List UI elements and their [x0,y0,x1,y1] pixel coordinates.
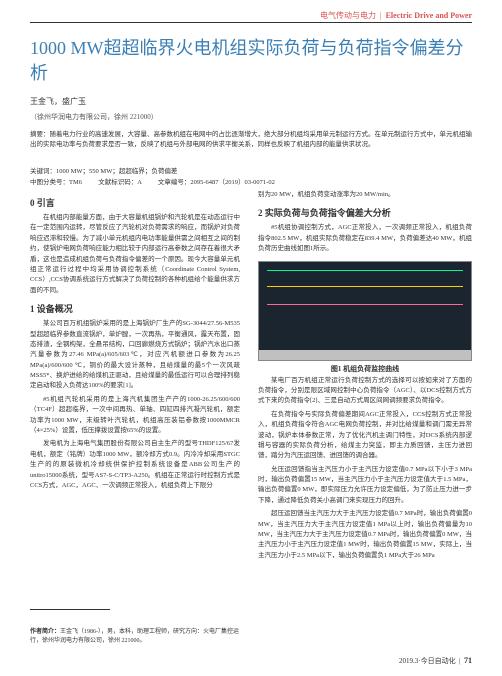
figure1: 图1 机组负荷监控曲线 [258,261,472,374]
abstract-block: 摘要：随着电力行业的高速发展，大容量、高参数机组在电网中的占比逐渐增大，绝大部分… [30,130,472,150]
abstract-label: 摘要： [30,131,50,138]
figure1-trace-green [267,270,463,271]
cn-class-value: TM6 [69,179,82,186]
header-divider [30,22,472,23]
section2-heading: 2 实际负荷与负荷指令偏差大分析 [258,206,472,219]
right-column: 别为20 MW，机组负荷变动涨率为20 MW/min。 2 实际负荷与负荷指令偏… [258,190,472,564]
figure1-trace-pink [267,304,463,305]
right-intro: 别为20 MW，机组负荷变动涨率为20 MW/min。 [258,190,472,200]
left-column: 0 引言 在机组内部能量方面，由于大容量机组锅炉和汽轮机是在动态运行中在一定范围… [30,190,240,494]
figure1-image [258,261,472,361]
section1-p3: 发电机为上海电气集团股份有限公司自主生产的型号THDF125/67发电机，额定（… [30,439,240,491]
section2-p3: 在负荷指令与实际负荷偏差期间AGC正常投入，CCS控制方式正常投入，机组负荷指令… [258,410,472,462]
header-category: 电气传动与电力 | Electric Drive and Power [320,10,472,21]
keywords-block: 关键词：1000 MW；550 MW；超超临界；负荷偏差 [30,165,177,175]
affiliation: （徐州华润电力有限公司，徐州 221000） [30,112,158,122]
section2-p1: #5机组协调控制方式，AGC正常投入，一次调频正常投入，机组负荷指令802.5 … [258,223,472,254]
section0-heading: 0 引言 [30,196,240,209]
figure1-trace-yellow [267,286,463,287]
authors: 王金飞，盛广玉 [30,96,86,107]
section1-p1: 某公司百万机组锅炉采用的是上海锅炉厂生产的SG-3044/27.56-M535型… [30,319,240,392]
doc-code-label: 文献标识码： [98,179,137,186]
section2-p4: 允压运回馈指当主汽压力小于主汽压力设定值0.7 MPa以下小于3 MPa时，输出… [258,465,472,507]
abstract-text: 随着电力行业的高速发展，大容量、高参数机组在电网中的占比逐渐增大，绝大部分机组均… [30,131,472,148]
section1-heading: 1 设备概况 [30,302,240,315]
page-footer: 2019.3·今日自动化 | 71 [399,656,472,666]
article-num-label: 文章编号： [158,179,191,186]
section0-p1: 在机组内部能量方面，由于大容量机组锅炉和汽轮机是在动态运行中在一定范围内运转，尽… [30,213,240,296]
section2-p2: 某电厂百万机组正常运行负荷控制方式的选择可以按如来对了方面的负荷指令，分别是限区… [258,376,472,407]
article-title: 1000 MW超超临界火电机组实际负荷与负荷指令偏差分析 [30,36,472,86]
figure1-axis-bar [259,350,471,360]
keywords-label: 关键词： [30,168,56,175]
figure1-caption: 图1 机组负荷监控曲线 [258,364,472,374]
keywords-text: 1000 MW；550 MW；超超临界；负荷偏差 [56,168,177,175]
doc-code-value: A [137,179,141,186]
header-category-en: Electric Drive and Power [386,11,472,20]
page-number: 71 [464,656,472,665]
article-num-value: 2095-6487（2019）03-0071-02 [190,179,275,186]
author-footnote: 作者简介：王金飞（1986-），男，本科，助理工程师，研究方向：火电厂集控运行，… [30,628,240,646]
footnote-divider [30,609,110,610]
issue-label: 2019.3·今日自动化 [399,657,456,665]
footnote-text: 王金飞（1986-），男，本科，助理工程师，研究方向：火电厂集控运行，徐州华润电… [30,629,239,644]
section2-p5: 超压运回馈当主汽压力大于主汽压力设定值0.7 MPa时，输出负荷偏置0 MW，当… [258,509,472,561]
cn-class-label: 中图分类号： [30,179,69,186]
header-category-cn: 电气传动与电力 [320,11,376,20]
classcodes-block: 中图分类号：TM6 文献标识码：A 文章编号：2095-6487（2019）03… [30,176,472,186]
section1-p2: #5机组汽轮机采用的是上海汽机集团生产产的1000-26.25/600/600（… [30,395,240,437]
footnote-label: 作者简介： [30,629,60,635]
